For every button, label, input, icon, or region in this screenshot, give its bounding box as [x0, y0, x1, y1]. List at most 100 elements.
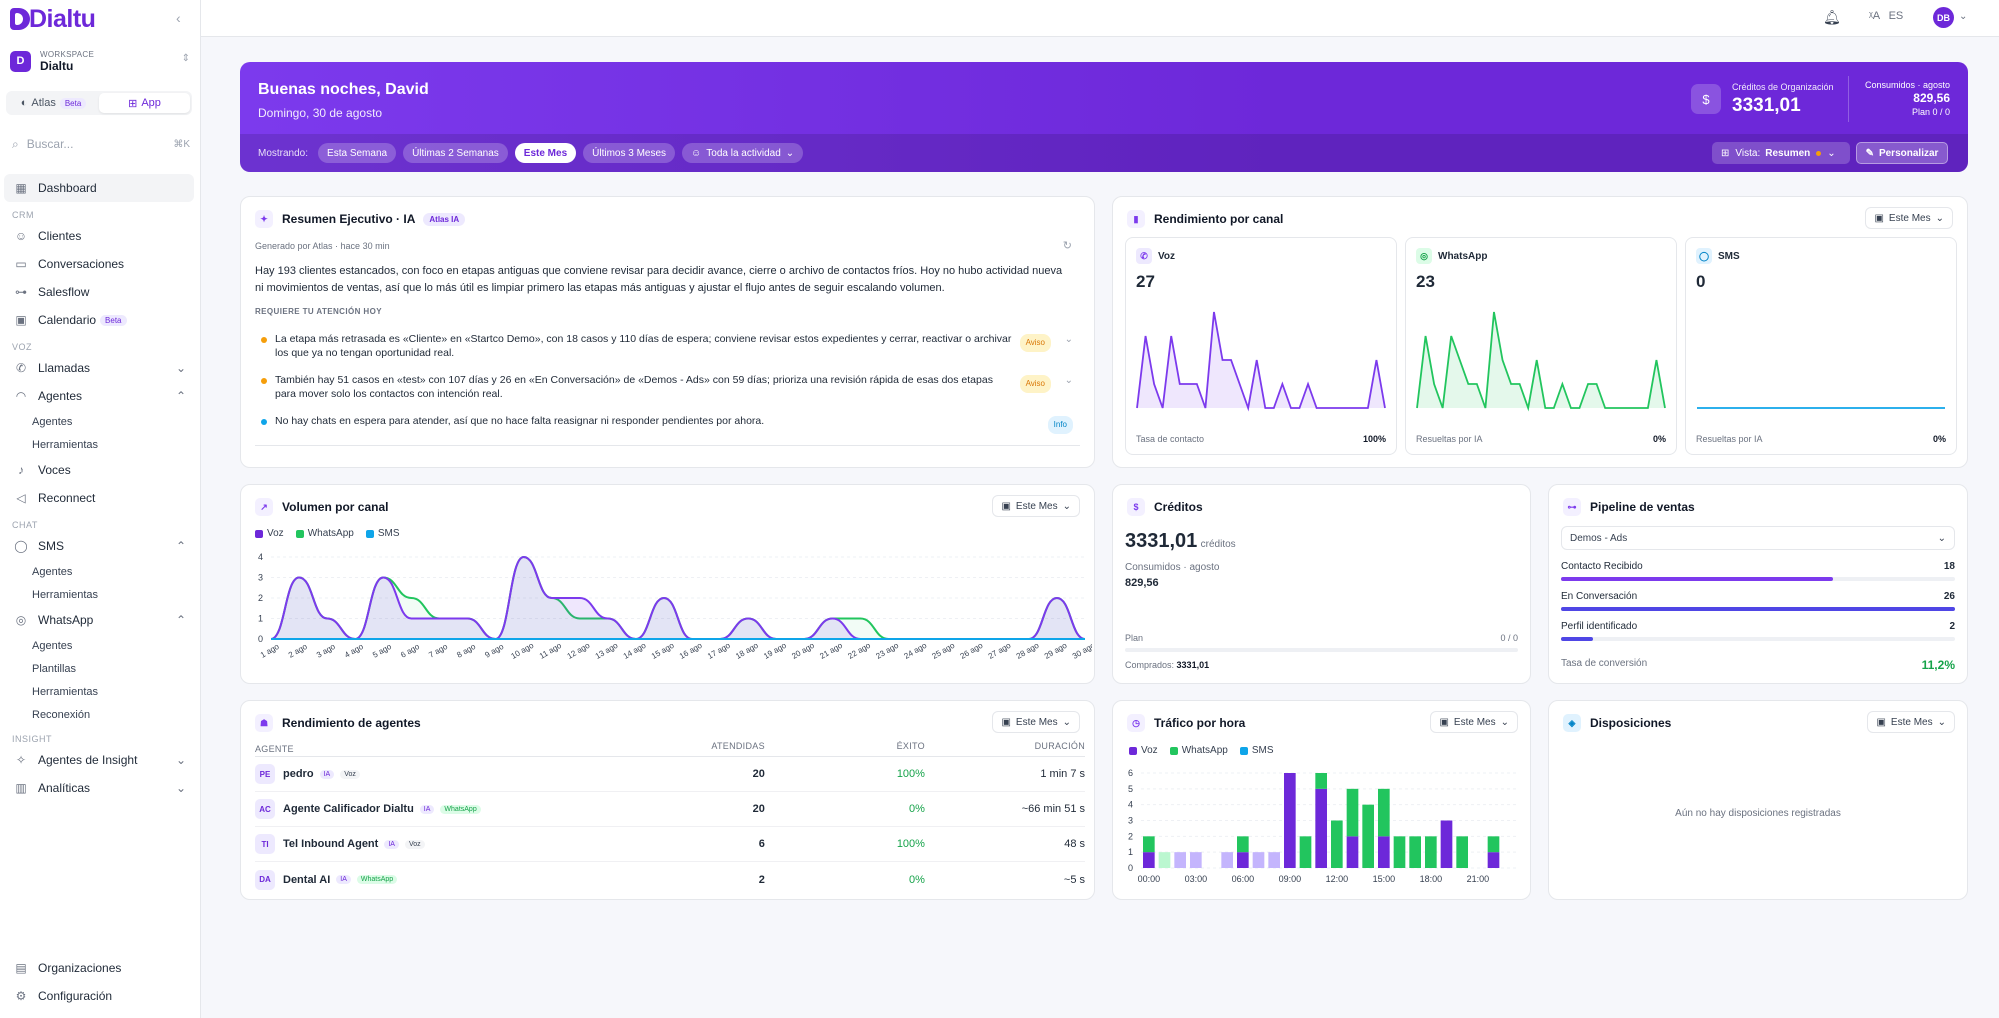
alert-item[interactable]: También hay 51 casos en «test» con 107 d…	[255, 373, 1075, 401]
sidebar-sub-wa-agentes[interactable]: Agentes	[32, 639, 73, 652]
sidebar-item-analiticas[interactable]: ▥ Analíticas ⌄	[4, 774, 194, 802]
period-este-mes[interactable]: Este Mes	[514, 143, 577, 163]
period-select[interactable]: ▣ Este Mes ⌄	[992, 495, 1080, 517]
mode-atlas-button[interactable]: ◐ Atlas Beta	[8, 93, 99, 113]
legend-whatsapp[interactable]: WhatsApp	[1169, 745, 1228, 756]
period-ultimas-2-semanas[interactable]: Últimas 2 Semanas	[403, 143, 508, 163]
customize-button[interactable]: ✎ Personalizar	[1856, 142, 1948, 164]
sidebar-sub-herramientas[interactable]: Herramientas	[32, 438, 99, 451]
alert-item[interactable]: La etapa más retrasada es «Cliente» en «…	[255, 332, 1075, 360]
table-row[interactable]: DA Dental AI IA WhatsApp 2 0% ~5 s	[255, 862, 1085, 897]
sidebar-sub-wa-plantillas[interactable]: Plantillas	[32, 662, 77, 675]
sidebar-item-agentes-insight[interactable]: ✧ Agentes de Insight ⌄	[4, 746, 194, 774]
voz-sparkline	[1136, 311, 1386, 412]
sidebar-item-voces[interactable]: ♪ Voces	[4, 456, 194, 484]
credits-value: 3331,01	[1732, 95, 1801, 116]
workspace-avatar: D	[10, 50, 31, 72]
sidebar-sub-agentes[interactable]: Agentes	[32, 415, 73, 428]
grid-icon: ⊞	[1721, 147, 1730, 159]
bell-icon[interactable]: 🔔︎	[1823, 9, 1841, 25]
sidebar-item-reconnect[interactable]: ◁ Reconnect	[4, 484, 194, 512]
channel-card-sms[interactable]: ◯ SMS 0 Resueltas por IA 0%	[1685, 237, 1957, 455]
plan-progress	[1125, 648, 1518, 652]
x-tick-label: 12 ago	[566, 641, 592, 661]
sidebar-item-sms[interactable]: ◯ SMS ⌃	[4, 532, 194, 560]
channel-card-voz[interactable]: ✆ Voz 27 Tasa de contacto 100%	[1125, 237, 1397, 455]
table-row[interactable]: TI Tel Inbound Agent IA Voz 6 100% 48 s	[255, 827, 1085, 862]
sidebar-sub-sms-herramientas[interactable]: Herramientas	[32, 588, 99, 601]
sidebar-item-organizaciones[interactable]: ▤ Organizaciones	[4, 954, 194, 982]
workspace-name: Dialtu	[40, 58, 74, 73]
duration-value: 48 s	[1064, 838, 1086, 850]
sidebar-item-label: Reconnect	[38, 491, 96, 505]
period-select[interactable]: ▣ Este Mes ⌄	[1867, 711, 1955, 733]
x-tick-label: 16 ago	[678, 641, 704, 661]
chevron-down-icon[interactable]: ⌄	[1064, 375, 1073, 386]
y-tick-label: 3	[258, 573, 263, 583]
section-voz: VOZ	[12, 342, 33, 352]
sidebar-item-clientes[interactable]: ☺ Clientes	[4, 222, 194, 250]
sidebar-item-conversaciones[interactable]: ▭ Conversaciones	[4, 250, 194, 278]
period-esta-semana[interactable]: Esta Semana	[318, 143, 397, 163]
collapse-sidebar-icon[interactable]: ‹	[176, 10, 181, 26]
table-row[interactable]: AC Agente Calificador Dialtu IA WhatsApp 20…	[255, 792, 1085, 827]
chevron-down-icon[interactable]: ⌄	[1064, 334, 1073, 345]
channel-card-whatsapp[interactable]: ◎ WhatsApp 23 Resueltas por IA 0%	[1405, 237, 1677, 455]
sidebar-item-configuracion[interactable]: ⚙ Configuración	[4, 982, 194, 1010]
greeting: Buenas noches, David	[258, 81, 429, 98]
legend-voz[interactable]: Voz	[255, 528, 284, 539]
duration-value: 1 min 7 s	[1040, 768, 1086, 780]
credits-value: 3331,01	[1125, 530, 1198, 552]
period-select[interactable]: ▣ Este Mes ⌄	[1430, 711, 1518, 733]
card-title: Volumen por canal	[282, 500, 389, 514]
workspace-switcher[interactable]: D WORKSPACE Dialtu ⇕	[10, 46, 190, 76]
chevron-down-icon[interactable]: ⌄	[1959, 11, 1968, 22]
plan-value: 0 / 0	[1500, 633, 1518, 643]
sidebar-sub-sms-agentes[interactable]: Agentes	[32, 565, 73, 578]
sidebar-item-whatsapp[interactable]: ◎ WhatsApp ⌃	[4, 606, 194, 634]
series-area-voz	[271, 557, 1085, 639]
legend-whatsapp[interactable]: WhatsApp	[295, 528, 354, 539]
sidebar-item-salesflow[interactable]: ⊶ Salesflow	[4, 278, 194, 306]
period-ultimos-3-meses[interactable]: Últimos 3 Meses	[583, 143, 676, 163]
generated-note: Generado por Atlas · hace 30 min	[255, 241, 390, 251]
search-input[interactable]: ⌕ Buscar... ⌘K	[12, 136, 190, 152]
alert-item: No hay chats en espera para atender, así…	[255, 414, 1075, 434]
whatsapp-icon: ◎	[1416, 248, 1432, 264]
bar-voz	[1237, 852, 1249, 868]
refresh-icon[interactable]: ↻	[1062, 240, 1072, 252]
legend-sms[interactable]: SMS	[1239, 745, 1274, 756]
bought-summary: Comprados: 3331,01	[1125, 660, 1209, 670]
legend-voz[interactable]: Voz	[1129, 745, 1158, 756]
plan-label: Plan	[1125, 633, 1144, 643]
x-tick-label: 2 ago	[287, 642, 309, 660]
y-tick-label: 4	[1128, 800, 1133, 810]
sidebar-item-calendario[interactable]: ▣ Calendario Beta	[4, 306, 194, 334]
mode-app-button[interactable]: ⊞ App	[99, 93, 190, 113]
attended-value: 20	[752, 768, 765, 780]
y-tick-label: 1	[1128, 847, 1133, 857]
table-row[interactable]: PE pedro IA Voz 20 100% 1 min 7 s	[255, 757, 1085, 792]
sidebar-item-llamadas[interactable]: ✆ Llamadas ⌄	[4, 354, 194, 382]
sidebar-item-dashboard[interactable]: ▦ Dashboard	[4, 174, 194, 202]
dialtu-logo[interactable]: Dialtu	[10, 5, 96, 33]
y-tick-label: 3	[1128, 816, 1133, 826]
series-area-whatsapp	[271, 557, 1085, 639]
bar-whatsapp	[1456, 836, 1468, 868]
language-switcher[interactable]: ᵡA ES	[1869, 10, 1903, 22]
pipeline-icon: ⊶	[1563, 498, 1581, 516]
legend-sms[interactable]: SMS	[365, 528, 400, 539]
bar-voz	[1487, 852, 1500, 868]
sidebar-sub-wa-herramientas[interactable]: Herramientas	[32, 685, 99, 698]
duration-value: ~5 s	[1063, 873, 1086, 886]
period-select[interactable]: ▣ Este Mes ⌄	[1865, 207, 1953, 229]
card-header: ✦ Resumen Ejecutivo · IA Atlas IA	[255, 210, 466, 228]
activity-filter[interactable]: ☺ Toda la actividad ⌄	[682, 143, 804, 163]
hero-banner: Buenas noches, David Domingo, 30 de agos…	[240, 62, 1968, 172]
pipeline-select[interactable]: Demos - Ads ⌄	[1561, 526, 1955, 550]
sidebar-sub-wa-reconexion[interactable]: Reconexión	[32, 708, 91, 721]
period-select[interactable]: ▣ Este Mes ⌄	[992, 711, 1080, 733]
user-avatar[interactable]: DB	[1933, 7, 1954, 28]
sidebar-item-agentes[interactable]: ◠ Agentes ⌃	[4, 382, 194, 410]
view-selector[interactable]: ⊞ Vista: Resumen ⌄	[1712, 142, 1850, 164]
